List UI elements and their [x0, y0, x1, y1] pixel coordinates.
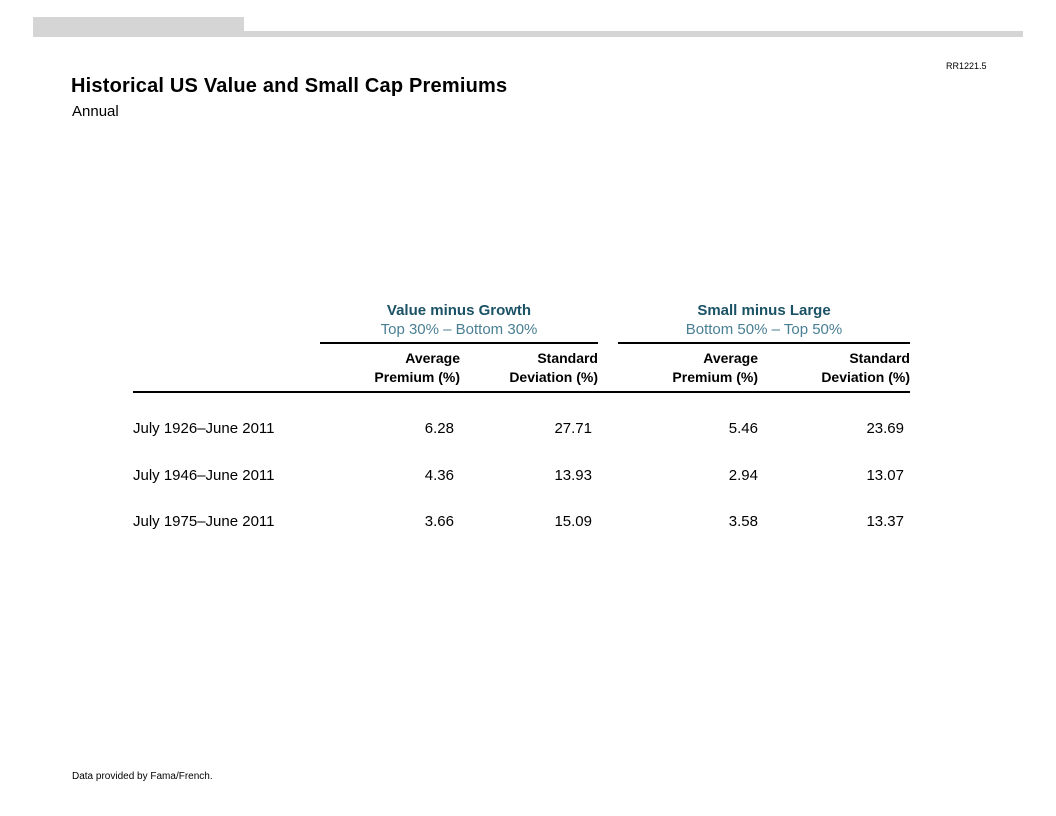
column-header-line: Average — [703, 350, 758, 366]
row-label: July 1946–June 2011 — [133, 467, 275, 484]
value-cell: 3.58 — [728, 513, 758, 530]
column-header-average-premium-1: Average Premium (%) — [330, 349, 460, 387]
column-header-line: Deviation (%) — [821, 369, 910, 385]
group-title: Small minus Large — [697, 302, 831, 319]
column-group-small-minus-large: Small minus Large Bottom 50% – Top 50% — [618, 301, 910, 339]
column-group-value-minus-growth: Value minus Growth Top 30% – Bottom 30% — [320, 301, 598, 339]
column-header-average-premium-2: Average Premium (%) — [628, 349, 758, 387]
column-header-line: Premium (%) — [672, 369, 758, 385]
value-cell: 27.71 — [554, 420, 592, 437]
group-rule-left — [320, 342, 598, 344]
header-bar-long-decoration — [33, 31, 1023, 37]
column-header-line: Standard — [849, 350, 910, 366]
group-subtitle: Top 30% – Bottom 30% — [380, 321, 538, 338]
value-cell: 3.66 — [424, 513, 454, 530]
value-cell: 5.46 — [728, 420, 758, 437]
row-label: July 1926–June 2011 — [133, 420, 275, 437]
column-header-line: Premium (%) — [374, 369, 460, 385]
value-cell: 6.28 — [424, 420, 454, 437]
column-header-line: Average — [405, 350, 460, 366]
value-cell: 13.37 — [866, 513, 904, 530]
page-subtitle: Annual — [72, 103, 119, 120]
value-cell: 23.69 — [866, 420, 904, 437]
column-header-line: Deviation (%) — [509, 369, 598, 385]
column-header-standard-deviation-2: Standard Deviation (%) — [780, 349, 910, 387]
reference-code: RR1221.5 — [946, 61, 987, 71]
column-header-line: Standard — [537, 350, 598, 366]
group-title: Value minus Growth — [386, 302, 532, 319]
row-label: July 1975–June 2011 — [133, 513, 275, 530]
data-source-footnote: Data provided by Fama/French. — [72, 771, 213, 782]
value-cell: 13.93 — [554, 467, 592, 484]
group-subtitle: Bottom 50% – Top 50% — [685, 321, 843, 338]
value-cell: 15.09 — [554, 513, 592, 530]
table-header-rule — [133, 391, 910, 393]
value-cell: 13.07 — [866, 467, 904, 484]
page-title: Historical US Value and Small Cap Premiu… — [71, 75, 508, 97]
header-bar-short-decoration — [33, 17, 244, 33]
group-rule-right — [618, 342, 910, 344]
value-cell: 2.94 — [728, 467, 758, 484]
column-header-standard-deviation-1: Standard Deviation (%) — [468, 349, 598, 387]
value-cell: 4.36 — [424, 467, 454, 484]
